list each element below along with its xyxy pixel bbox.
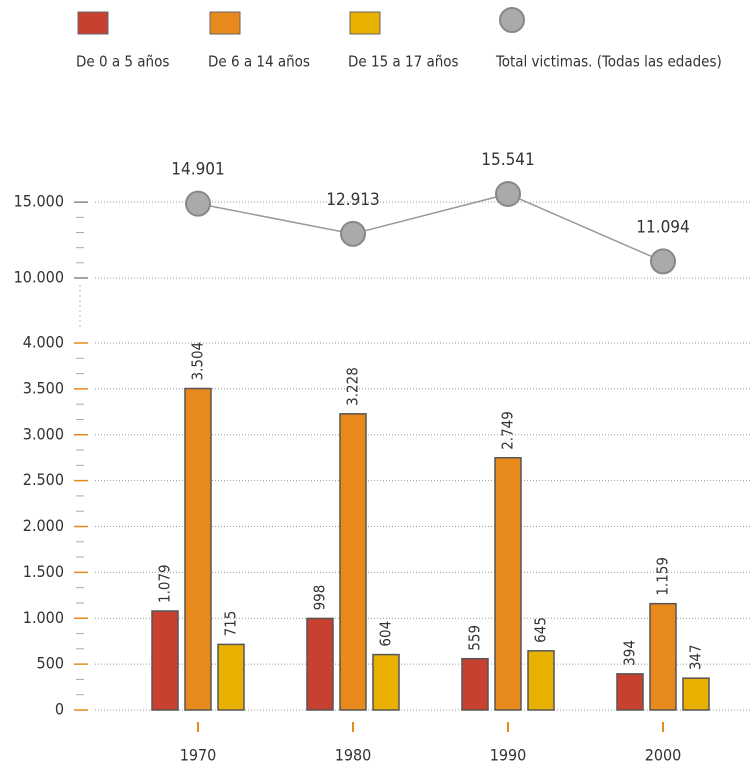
bar xyxy=(217,643,245,711)
data-label: 3.504 xyxy=(189,342,207,381)
legend-swatch xyxy=(349,11,381,35)
line xyxy=(197,193,664,263)
y-tick-label: 500 xyxy=(37,654,64,673)
bar xyxy=(616,673,644,711)
x-tick-label: 1980 xyxy=(335,746,372,765)
y-tick-label: 3.000 xyxy=(23,424,64,443)
y-tick-label: 10.000 xyxy=(14,268,64,287)
legend-label: De 0 a 5 años xyxy=(76,53,169,71)
bar xyxy=(649,602,677,711)
data-label: 15.541 xyxy=(481,150,535,170)
legend-label: De 6 a 14 años xyxy=(208,53,310,71)
y-tick-label: 2.500 xyxy=(23,470,64,489)
x-tick-label: 1990 xyxy=(490,746,527,765)
point xyxy=(340,220,366,247)
bar xyxy=(151,610,179,711)
data-label: 645 xyxy=(532,617,550,643)
point xyxy=(185,190,211,217)
point xyxy=(495,180,521,207)
bar xyxy=(184,387,212,711)
data-label: 715 xyxy=(222,611,240,637)
data-label: 14.901 xyxy=(171,160,225,180)
bar xyxy=(306,617,334,711)
legend-swatch xyxy=(209,11,241,35)
data-label: 3.228 xyxy=(344,367,362,406)
bar xyxy=(527,650,555,711)
y-tick-label: 3.500 xyxy=(23,378,64,397)
bar xyxy=(494,457,522,711)
data-label: 347 xyxy=(687,644,705,670)
point xyxy=(650,248,676,275)
data-label: 12.913 xyxy=(326,190,380,210)
data-label: 604 xyxy=(377,621,395,647)
y-tick-label: 0 xyxy=(55,700,64,719)
data-label: 559 xyxy=(466,625,484,651)
bar xyxy=(461,657,489,711)
legend-label: Total victimas. (Todas las edades) xyxy=(495,53,722,71)
data-label: 998 xyxy=(311,585,329,611)
y-tick-label: 4.000 xyxy=(23,333,64,352)
data-label: 11.094 xyxy=(636,217,690,237)
x-tick-label: 2000 xyxy=(645,746,682,765)
y-tick-label: 1.000 xyxy=(23,608,64,627)
bar xyxy=(372,653,400,711)
legend-swatch xyxy=(77,11,109,35)
bar xyxy=(339,413,367,711)
data-label: 1.159 xyxy=(654,557,672,596)
y-tick-label: 15.000 xyxy=(14,192,64,211)
data-label: 394 xyxy=(621,640,639,666)
legend-swatch xyxy=(499,7,525,33)
data-label: 1.079 xyxy=(156,564,174,603)
data-label: 2.749 xyxy=(499,411,517,450)
legend-label: De 15 a 17 años xyxy=(348,53,459,71)
y-tick-label: 1.500 xyxy=(23,562,64,581)
x-tick-label: 1970 xyxy=(180,746,217,765)
bar xyxy=(682,677,710,711)
y-tick-label: 2.000 xyxy=(23,516,64,535)
